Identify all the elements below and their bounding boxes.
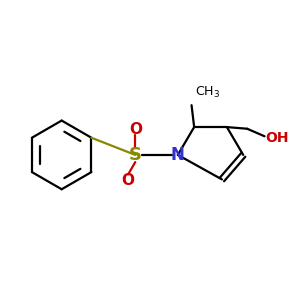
Text: O: O xyxy=(122,173,135,188)
Text: OH: OH xyxy=(265,131,289,145)
Text: O: O xyxy=(129,122,142,137)
Text: S: S xyxy=(129,146,142,164)
Text: CH$_3$: CH$_3$ xyxy=(196,85,220,100)
Text: N: N xyxy=(171,146,185,164)
